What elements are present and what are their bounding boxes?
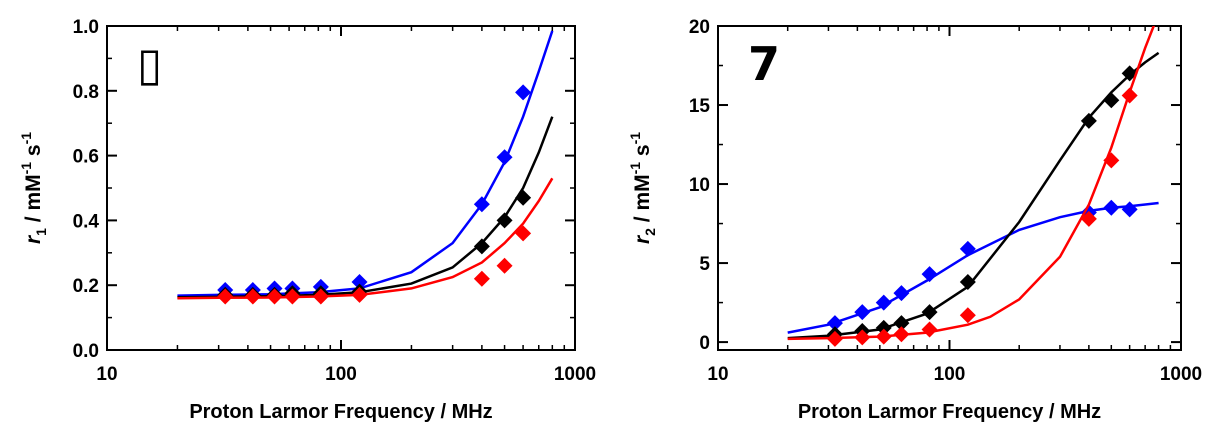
y-axis-title-part: -1 — [18, 132, 34, 145]
chart-r1: 10 100 1000 0.0 0.2 0.4 0.6 0.8 1.0 Proton Larmor… — [18, 17, 596, 423]
data-point — [875, 294, 892, 311]
data-point — [284, 288, 301, 305]
x-axis-title: Proton Larmor Frequency / MHz — [798, 401, 1101, 423]
x-tick-label: 1000 — [1160, 364, 1202, 385]
y-tick-label: 0.8 — [73, 82, 99, 103]
data-point — [1103, 152, 1120, 169]
x-tick-label: 10 — [96, 364, 117, 385]
data-point — [1121, 65, 1138, 82]
data-point — [515, 84, 532, 101]
data-point — [515, 189, 532, 206]
data-point — [515, 225, 532, 242]
y-axis-title-part: r — [631, 234, 654, 244]
data-point — [217, 288, 234, 305]
plot-frame — [106, 25, 576, 351]
data-point — [854, 304, 871, 321]
data-point — [893, 315, 910, 332]
y-tick-label: 0.6 — [73, 147, 99, 168]
data-point — [244, 288, 261, 305]
y-axis-title-part: / mM — [22, 174, 45, 228]
panel-label: ▯ — [137, 37, 162, 91]
data-point — [893, 285, 910, 302]
fit-line — [787, 26, 1156, 341]
fit-line — [177, 30, 554, 297]
data-point — [875, 328, 892, 345]
y-axis-title-part: -1 — [627, 132, 643, 145]
data-point — [351, 286, 368, 303]
data-point — [959, 240, 976, 257]
data-point — [1080, 210, 1097, 227]
y-axis-title-part: s — [22, 144, 45, 162]
fit-line — [787, 51, 1160, 340]
data-point — [826, 315, 843, 332]
x-tick-label: 100 — [325, 364, 357, 385]
y-axis-title: r2 / mM-1 s-1 — [627, 132, 658, 244]
data-point — [266, 288, 283, 305]
panel-label: 7 — [748, 37, 780, 91]
y-tick-label: 15 — [689, 96, 711, 117]
plot-area — [177, 30, 554, 305]
x-tick-label: 1000 — [554, 364, 596, 385]
y-axis-title-part: -1 — [18, 162, 34, 175]
data-point — [1103, 199, 1120, 216]
fit-line — [177, 116, 554, 299]
data-point — [921, 321, 938, 338]
y-axis-title: r1 / mM-1 s-1 — [18, 132, 49, 244]
plot-frame — [717, 25, 1182, 351]
y-axis-title-part: -1 — [627, 162, 643, 175]
y-axis-title-part: r — [22, 234, 45, 244]
data-point — [854, 329, 871, 346]
data-point — [473, 196, 490, 213]
y-tick-label: 0.2 — [73, 276, 99, 297]
y-axis-title-part: 2 — [642, 228, 658, 236]
data-point — [473, 238, 490, 255]
chart-r2: 10 100 1000 0 5 10 15 20 Proton Larmor Frequency… — [627, 17, 1202, 423]
data-point — [893, 326, 910, 343]
data-point — [875, 319, 892, 336]
y-tick-label: 5 — [699, 254, 710, 275]
data-point — [496, 212, 513, 229]
data-point — [826, 330, 843, 347]
data-point — [1103, 92, 1120, 109]
x-tick-label: 10 — [707, 364, 728, 385]
data-point — [1121, 201, 1138, 218]
chart-r1-panel: 10 100 1000 0.0 0.2 0.4 0.6 0.8 1.0 Proton Larmor… — [0, 0, 608, 425]
data-point — [351, 273, 368, 290]
y-tick-label: 0.0 — [73, 341, 99, 362]
y-tick-label: 0.4 — [73, 211, 100, 232]
y-tick-label: 0 — [699, 333, 710, 354]
data-point — [959, 274, 976, 291]
data-point — [921, 266, 938, 283]
data-point — [959, 307, 976, 324]
data-point — [1121, 87, 1138, 104]
data-point — [473, 270, 490, 287]
x-tick-label: 100 — [934, 364, 966, 385]
fit-line — [177, 177, 554, 300]
data-point — [312, 288, 329, 305]
data-point — [1080, 112, 1097, 129]
y-tick-label: 20 — [689, 17, 710, 38]
y-axis-title-part: / mM — [631, 174, 654, 228]
x-axis-title: Proton Larmor Frequency / MHz — [189, 401, 492, 423]
y-axis-title-part: s — [631, 144, 654, 162]
data-point — [921, 304, 938, 321]
y-tick-label: 1.0 — [73, 17, 99, 38]
y-tick-label: 10 — [689, 175, 710, 196]
y-axis-title-part: 1 — [33, 228, 49, 236]
chart-r2-panel: 10 100 1000 0 5 10 15 20 Proton Larmor Frequency… — [609, 0, 1217, 425]
data-point — [496, 257, 513, 274]
plot-area — [787, 26, 1160, 347]
data-point — [496, 149, 513, 166]
